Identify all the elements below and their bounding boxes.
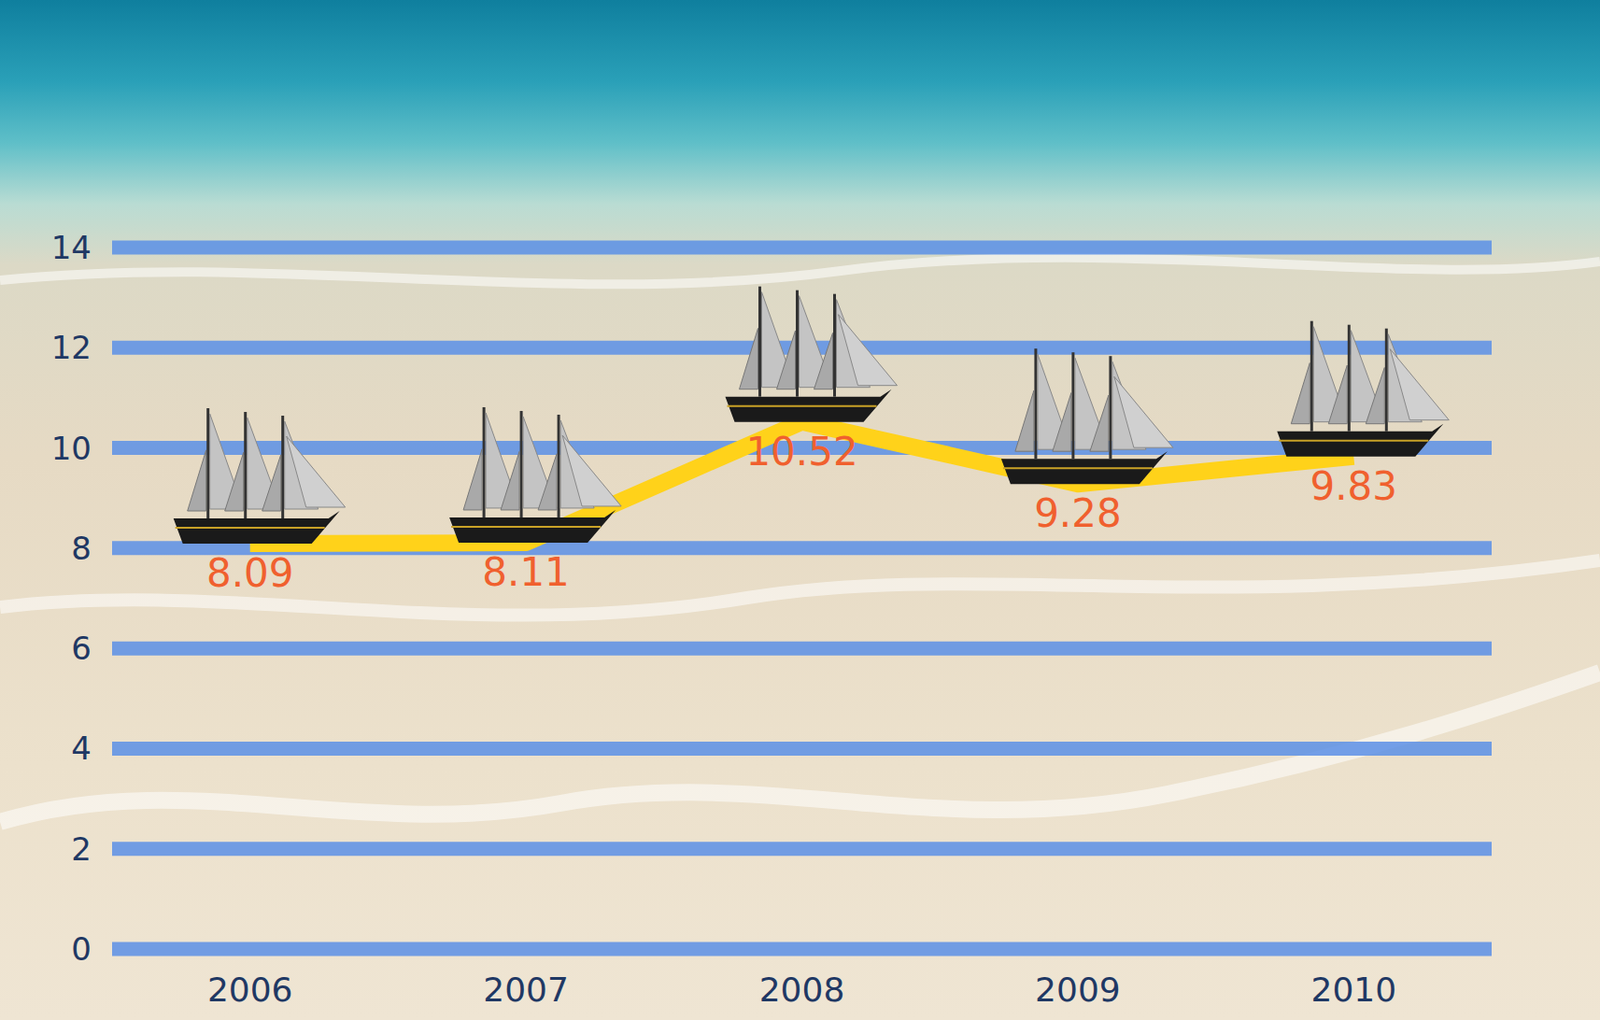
ship-mast [557, 414, 561, 518]
ship-sail [500, 451, 520, 510]
foam-line [0, 257, 1600, 285]
grid-line [112, 240, 1492, 255]
ship-marker [1276, 321, 1449, 457]
ship-sail [1328, 365, 1347, 425]
ship-mast [482, 407, 486, 518]
x-tick-label: 2006 [207, 970, 294, 1009]
ship-hull [449, 509, 616, 543]
ship-marker [1001, 348, 1174, 484]
grid-line [112, 741, 1492, 756]
ship-mast [1385, 328, 1388, 432]
grid-line [112, 841, 1492, 856]
ship-mast [281, 415, 284, 519]
ship-jib [1389, 349, 1449, 421]
ship-mast [1108, 355, 1112, 459]
ship-sail [187, 450, 207, 511]
ship-mast [243, 411, 247, 519]
grid-line [112, 641, 1492, 656]
ship-sail [262, 454, 282, 511]
ship-sail [463, 449, 482, 510]
ship-sail [1015, 390, 1034, 452]
ship-marker [173, 408, 346, 544]
ship-hull [1001, 451, 1168, 484]
plot [173, 286, 1450, 544]
ship-mast [1347, 325, 1351, 432]
ship-jib [286, 436, 346, 508]
ship-hull [173, 510, 340, 544]
ship-sail [1090, 395, 1109, 452]
y-tick-label: 8 [70, 529, 92, 567]
ship-hull [1276, 424, 1444, 457]
ship-sail [1365, 367, 1385, 424]
ship-sail [1290, 363, 1310, 425]
y-tick-label: 4 [70, 729, 92, 767]
y-tick-label: 10 [51, 429, 92, 468]
ship-mast [758, 286, 762, 397]
ship-mast [795, 290, 799, 397]
ship-jib [838, 314, 898, 386]
ship-sail [538, 453, 557, 510]
ship-mast [1310, 321, 1314, 432]
ship-mast [1033, 348, 1037, 459]
ship-stripe [1278, 439, 1429, 442]
ship-stripe [727, 405, 878, 408]
y-tick-label: 0 [70, 930, 92, 968]
chart: 0 2 4 6 8 10 12 14 2006 2007 2008 2009 2010 8.09 8.11 1… [0, 0, 1600, 1020]
ship-stripe [1003, 467, 1153, 469]
data-label: 10.52 [745, 428, 858, 475]
ship-mast [1071, 352, 1075, 459]
ship-sail [739, 328, 759, 390]
ship-jib [562, 435, 622, 507]
background-foam [0, 257, 1600, 822]
ship-mast [833, 294, 836, 397]
foam-line [0, 672, 1600, 822]
x-tick-label: 2007 [482, 970, 569, 1009]
data-label: 8.11 [481, 549, 570, 595]
y-tick-label: 14 [51, 228, 92, 267]
ship-jib [1114, 376, 1174, 448]
data-label: 9.83 [1310, 463, 1399, 510]
x-tick-label: 2009 [1034, 970, 1121, 1009]
ship-sail [225, 452, 244, 511]
ship-sail [814, 332, 834, 389]
y-tick-label: 2 [70, 830, 92, 868]
ship-stripe [175, 526, 326, 529]
ship-sail [1052, 393, 1072, 453]
ship-marker [449, 407, 622, 543]
ship-marker [725, 286, 898, 423]
data-label: 8.09 [206, 550, 295, 596]
grid [112, 247, 1492, 949]
y-tick-label: 12 [51, 328, 92, 367]
x-tick-label: 2008 [759, 970, 846, 1009]
ship-sail [777, 330, 796, 390]
ship-mast [206, 408, 210, 519]
y-tick-label: 6 [70, 629, 92, 667]
line [250, 422, 1355, 544]
ship-stripe [451, 525, 601, 528]
ship-hull [725, 389, 893, 423]
data-label: 9.28 [1033, 490, 1122, 537]
ship-mast [520, 410, 524, 518]
x-tick-label: 2010 [1310, 970, 1397, 1009]
grid-line [112, 942, 1492, 957]
